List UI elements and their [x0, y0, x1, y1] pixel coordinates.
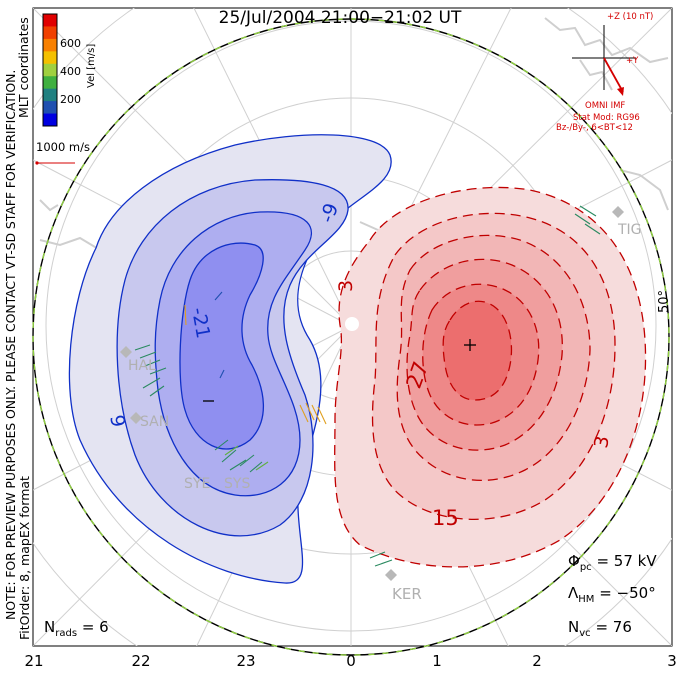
- lambda-hm-stat: ΛHM = −50°: [568, 584, 656, 605]
- colorbar-outline: [42, 13, 58, 127]
- colorbar-segment: [43, 38, 57, 52]
- imf-z-label: +Z (10 nT): [607, 12, 654, 22]
- imf-source: OMNI IMF: [585, 101, 626, 111]
- colorbar-segment: [43, 14, 57, 27]
- colorbar-segment: [43, 26, 57, 40]
- mlt-tick-2: 2: [532, 652, 542, 670]
- mlt-tick-0: 0: [346, 652, 356, 670]
- mlt-tick-21: 21: [24, 652, 44, 670]
- colorbar-segment: [43, 63, 57, 77]
- imf-clock: [572, 25, 636, 96]
- colorbar-segment: [43, 76, 57, 90]
- radar-label-sye: SYE: [184, 476, 211, 492]
- radar-label-ker: KER: [392, 585, 422, 603]
- negative-cell: [68, 134, 392, 584]
- colorbar: [42, 13, 58, 127]
- mlt-tick-1: 1: [432, 652, 442, 670]
- nrads-stat: Nrads = 6: [44, 618, 109, 639]
- phi-pc-stat: Φpc = 57 kV: [568, 552, 657, 573]
- contour-label-3-top: 3: [335, 279, 358, 293]
- positive-cell: [334, 186, 647, 568]
- nvc-stat: Nvc = 76: [568, 618, 632, 639]
- colorbar-segment: [43, 51, 57, 65]
- colorbar-segment: [43, 101, 57, 115]
- mlt-label: MLT coordinates: [16, 17, 31, 118]
- stat-model: Stat Mod: RG96: [573, 113, 640, 123]
- colorbar-label: Vel [m/s]: [86, 43, 97, 88]
- vector-scale-label: 1000 m/s: [36, 140, 90, 154]
- mlt-tick-22: 22: [131, 652, 151, 670]
- colorbar-tick-600: 600: [60, 37, 81, 50]
- radar-label-san: SAN: [140, 414, 170, 430]
- map-title: 25/Jul/2004 21:00−21:02 UT: [218, 8, 462, 28]
- mlt-tick-3: 3: [667, 652, 677, 670]
- heppner-maynard-boundary: [32, 18, 670, 656]
- contour-label-15: 15: [432, 506, 459, 530]
- colorbar-tick-200: 200: [60, 93, 81, 106]
- fit-order: FitOrder: 8, mapEX format: [17, 476, 32, 640]
- mlt-tick-23: 23: [236, 652, 256, 670]
- radar-label-sys: SYS: [224, 476, 251, 492]
- radar-label-hal: HAL: [128, 358, 156, 374]
- radar-sites: [120, 206, 624, 581]
- colorbar-segment: [43, 88, 57, 102]
- colorbar-segment: [43, 113, 57, 127]
- imf-y-label: +Y: [626, 56, 639, 66]
- latitude-label: 50°: [657, 289, 672, 313]
- pole-marker: [345, 317, 359, 331]
- velocity-vectors: [134, 205, 601, 567]
- colorbar-tick-400: 400: [60, 65, 81, 78]
- radar-label-tig: TIG: [618, 222, 642, 238]
- stat-model-condition: Bz-/By-, 6<BT<12: [556, 123, 633, 133]
